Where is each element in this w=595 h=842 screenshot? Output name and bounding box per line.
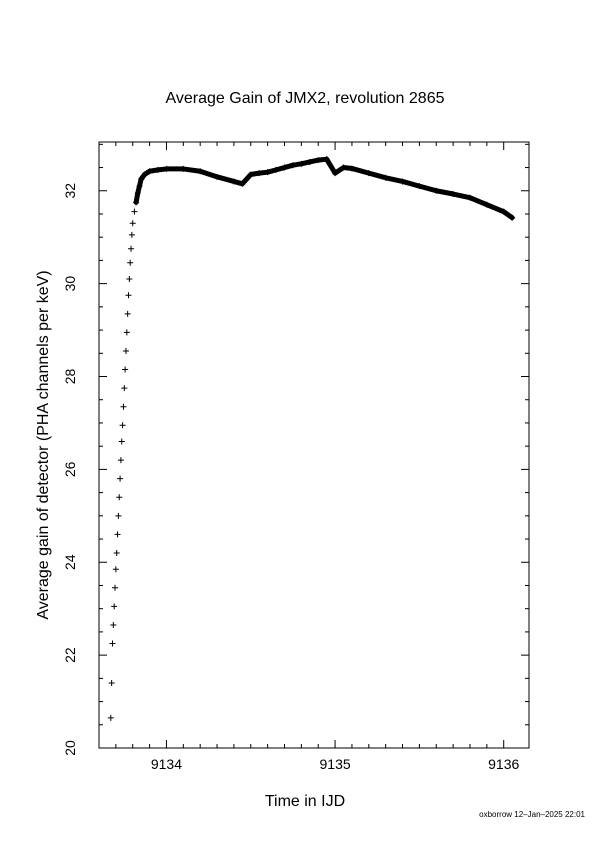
data-point xyxy=(128,245,135,252)
data-point xyxy=(124,310,131,317)
y-tick-label: 20 xyxy=(62,740,78,756)
data-point xyxy=(112,566,119,573)
y-axis-label: Average gain of detector (PHA channels p… xyxy=(35,270,52,619)
data-point xyxy=(115,512,122,519)
y-tick-label: 28 xyxy=(62,369,78,385)
data-point xyxy=(107,714,114,721)
data-point xyxy=(131,208,138,215)
data-point xyxy=(118,438,125,445)
x-tick-label: 9136 xyxy=(488,756,519,772)
plot-frame xyxy=(98,141,530,749)
x-tick-label: 9134 xyxy=(151,756,182,772)
data-point xyxy=(117,457,124,464)
data-point xyxy=(125,292,132,299)
chart-title: Average Gain of JMX2, revolution 2865 xyxy=(166,90,445,107)
y-tick-label: 26 xyxy=(62,461,78,477)
data-point xyxy=(121,385,128,392)
axis-ticks: 20 22 24 26 28 30 32 9134 9135 9136 xyxy=(62,142,529,772)
data-point xyxy=(123,329,130,336)
y-tick-label: 30 xyxy=(62,276,78,292)
data-point xyxy=(110,621,117,628)
data-point xyxy=(122,366,129,373)
data-point xyxy=(128,231,135,238)
footer-stamp: oxborrow 12–Jan–2025 22:01 xyxy=(479,810,585,819)
data-point xyxy=(108,679,115,686)
data-point xyxy=(129,220,136,227)
data-point xyxy=(117,475,124,482)
x-tick-label: 9135 xyxy=(320,756,351,772)
y-tick-label: 24 xyxy=(62,554,78,570)
data-point xyxy=(120,403,127,410)
data-point xyxy=(109,640,116,647)
data-point xyxy=(112,584,119,591)
data-points xyxy=(107,156,516,721)
y-tick-label: 22 xyxy=(62,647,78,663)
data-point xyxy=(114,531,121,538)
data-point xyxy=(127,259,134,266)
y-tick-label: 32 xyxy=(62,183,78,199)
dense-series-line xyxy=(133,156,515,221)
data-point xyxy=(111,603,118,610)
data-point xyxy=(119,422,126,429)
data-point xyxy=(116,494,123,501)
data-point xyxy=(122,347,129,354)
data-point xyxy=(126,275,133,282)
x-axis-label: Time in IJD xyxy=(265,793,345,810)
data-point xyxy=(113,549,120,556)
